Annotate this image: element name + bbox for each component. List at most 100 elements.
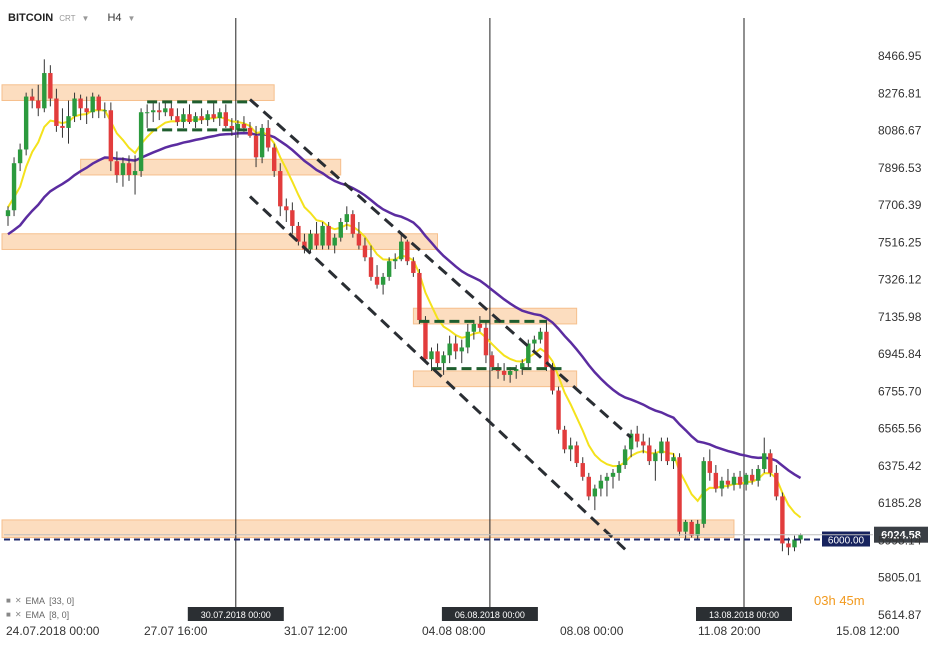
candle-down [411,257,416,277]
candle-body [374,276,380,285]
candle-up [683,519,688,540]
candle-body [501,370,507,375]
candle-down [78,94,83,121]
candle-up [217,108,222,126]
candle-body [308,233,313,250]
candle-body [550,367,555,391]
candle-down [362,237,368,262]
candle-up [671,453,676,469]
candle-body [671,457,676,462]
session-label: 06.08.2018 00:00 [455,610,525,620]
candle-body [471,323,477,332]
close-icon[interactable]: ✕ [14,596,22,605]
settings-icon[interactable]: ■ [6,610,11,619]
candle-body [350,214,356,234]
close-icon[interactable]: ✕ [14,610,22,619]
legend-params: [8, 0] [49,610,70,620]
candle-body [647,445,652,462]
candle-up [628,429,634,458]
candle-up [259,124,265,164]
candle-down [229,118,235,136]
candle-body [368,257,374,277]
candle-body [737,476,743,485]
legend-item-ema33[interactable]: ■ ✕ EMA [33, 0] [6,594,74,608]
candle-up [120,157,126,187]
candle-body [114,161,120,175]
candle-up [11,157,17,217]
candle-body [217,112,222,119]
candle-body [5,210,11,217]
candle-up [429,347,434,371]
candle-down [223,104,228,128]
candle-body [689,521,694,536]
candle-body [320,225,325,246]
countdown-hours: 03 [814,593,829,608]
candle-body [284,206,289,211]
candle-body [435,351,440,364]
candle-body [574,445,579,464]
candle-down [356,221,362,250]
candle-body [36,100,41,109]
candle-body [362,245,368,258]
candle-body [665,441,670,462]
candle-up [308,229,313,254]
candle-body [622,449,628,466]
candle-body [538,331,543,340]
candle-down [483,319,489,364]
candle-body [163,108,168,113]
y-tick-label: 6565.56 [878,422,922,436]
candle-up [610,468,616,489]
candle-body [465,331,470,348]
candle-body [683,521,688,532]
candle-up [616,461,622,481]
candle-down [126,155,132,181]
x-tick-label: 11.08 20:00 [698,624,761,638]
candle-body [768,453,773,473]
indicator-legend: ■ ✕ EMA [33, 0] ■ ✕ EMA [8, 0] [6,594,74,622]
candle-body [211,114,216,119]
session-label-box [696,607,792,621]
candle-body [11,163,17,211]
countdown-minutes: 45 [839,593,854,608]
chevron-down-icon[interactable]: ▼ [127,13,136,23]
legend-item-ema8[interactable]: ■ ✕ EMA [8, 0] [6,608,74,622]
candle-body [568,445,573,450]
candle-body [520,363,525,369]
candle-body [23,96,29,150]
chevron-down-icon[interactable]: ▼ [81,13,90,23]
symbol-label[interactable]: BITCOIN [8,12,54,24]
candle-body [42,73,47,109]
candle-up [386,257,392,281]
legend-label: EMA [25,610,46,620]
candle-body [483,327,489,356]
candle-body [326,225,331,246]
candle-up [465,323,470,354]
chart-header: BITCOIN CRT ▼ H4 ▼ [8,10,147,26]
legend-params: [33, 0] [49,596,75,606]
candle-down [453,335,458,360]
candle-body [556,390,561,430]
candle-body [241,124,247,128]
channel-line [248,195,627,551]
y-tick-label: 5805.01 [878,571,922,585]
candle-body [332,237,337,246]
candle-up [66,100,71,144]
candle-body [792,539,797,548]
candle-down [768,449,773,477]
candle-body [762,453,767,469]
candle-body [235,124,241,130]
timeframe-label[interactable]: H4 [107,12,122,24]
candle-down [423,316,428,364]
candle-body [417,272,422,320]
candle-down [84,96,89,125]
candle-body [120,163,126,175]
candle-body [290,210,295,226]
candle-down [417,269,422,324]
candle-up [90,92,95,119]
session-label: 13.08.2018 00:00 [709,610,779,620]
candle-body [635,433,640,442]
candle-down [350,210,356,238]
settings-icon[interactable]: ■ [6,596,11,605]
candle-body [90,96,95,113]
y-tick-label: 5995.14 [878,533,922,547]
